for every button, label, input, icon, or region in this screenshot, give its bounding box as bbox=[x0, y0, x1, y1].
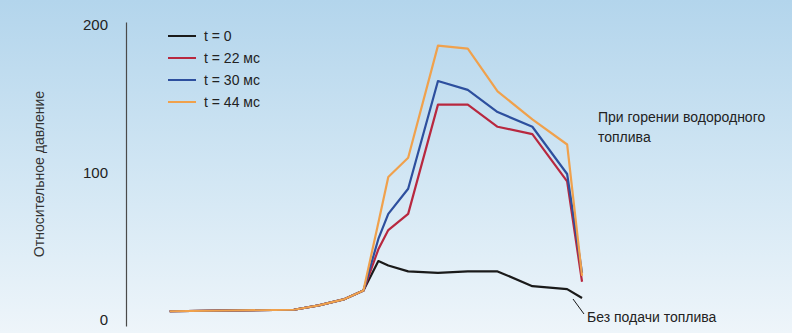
annotation: При горении водородноготоплива bbox=[598, 109, 765, 145]
legend-label: t = 44 мс bbox=[204, 94, 260, 110]
plot-area bbox=[170, 46, 582, 312]
annotation: Без подачи топлива bbox=[587, 309, 717, 325]
legend-swatch bbox=[168, 57, 196, 59]
y-tick-label: 200 bbox=[83, 16, 108, 33]
legend-label: t = 30 мс bbox=[204, 72, 260, 88]
background bbox=[0, 0, 792, 333]
y-tick: 0 bbox=[100, 311, 126, 328]
legend-swatch bbox=[168, 101, 196, 103]
series-line bbox=[170, 46, 582, 312]
legend-swatch bbox=[168, 35, 196, 37]
legend-swatch bbox=[168, 79, 196, 81]
series-line bbox=[170, 105, 582, 312]
legend-label: t = 0 bbox=[204, 28, 232, 44]
legend-label: t = 22 мс bbox=[204, 50, 260, 66]
y-tick: 200 bbox=[83, 16, 126, 33]
annotation-leader bbox=[573, 299, 584, 314]
legend: t = 0 t = 22 мс t = 30 мс t = 44 мс bbox=[168, 28, 260, 110]
y-tick-label: 100 bbox=[83, 164, 108, 181]
y-tick-label: 0 bbox=[100, 311, 108, 328]
chart: 0 100 200 Относительное давление t = 0 t = 22… bbox=[0, 0, 792, 333]
series-line bbox=[170, 81, 582, 311]
series-line bbox=[170, 261, 582, 311]
y-tick: 100 bbox=[83, 164, 126, 181]
y-axis-line bbox=[126, 23, 127, 327]
y-axis-title: Относительное давление bbox=[31, 91, 47, 257]
y-axis: 0 100 200 bbox=[83, 16, 127, 328]
